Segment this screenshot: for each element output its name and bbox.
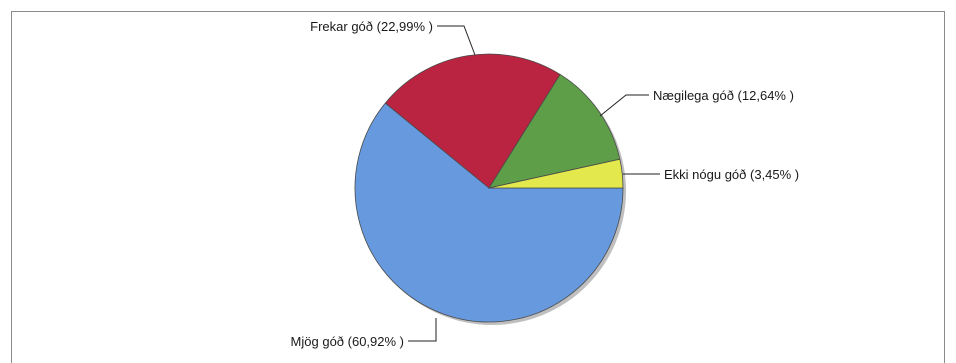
leader-naegilega-god — [599, 94, 649, 117]
leader-mjog-god — [408, 318, 437, 342]
slice-labels: Mjög góð (60,92% ) Frekar góð (22,99% ) … — [291, 19, 800, 349]
slice-label-mjog-god: Mjög góð (60,92% ) — [291, 334, 404, 349]
leader-lines — [408, 25, 660, 342]
slice-label-frekar-god: Frekar góð (22,99% ) — [310, 19, 433, 34]
slice-mjog-god — [354, 102, 624, 323]
slice-ekki-nogu-god — [488, 158, 624, 189]
slice-label-naegilega-god: Nægilega góð (12,64% ) — [653, 88, 794, 103]
leader-frekar-god — [437, 25, 476, 56]
slice-frekar-god — [384, 53, 561, 189]
slice-naegilega-god — [488, 73, 621, 189]
slice-label-ekki-nogu-god: Ekki nógu góð (3,45% ) — [664, 167, 799, 182]
pie-slices — [354, 53, 624, 323]
